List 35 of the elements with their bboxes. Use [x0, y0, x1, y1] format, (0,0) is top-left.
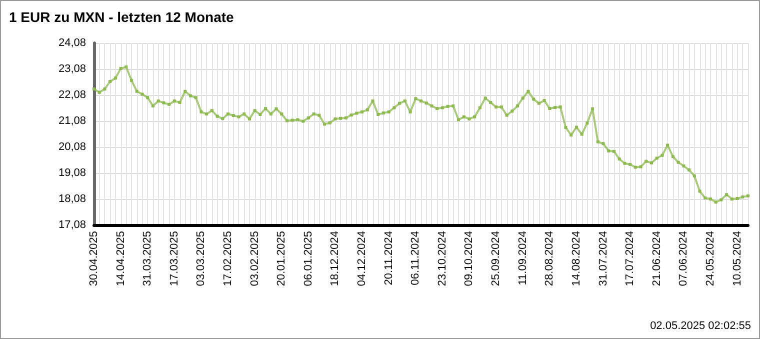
x-tick-label: 31.07.2024 [597, 231, 610, 286]
x-tick-label: 28.08.2024 [544, 231, 556, 286]
x-tick-label: 11.09.2024 [516, 231, 529, 286]
x-tick-label: 18.12.2024 [329, 231, 342, 286]
x-tick-label: 25.09.2024 [490, 231, 502, 286]
x-tick-label: 14.08.2024 [570, 231, 582, 286]
y-tick-label: 21,08 [58, 115, 86, 127]
x-tick-label: 20.01.2025 [276, 231, 288, 286]
y-tick-label: 22,08 [58, 89, 86, 101]
x-tick-label: 14.04.2025 [114, 231, 127, 286]
x-tick-label: 10.05.2024 [731, 231, 744, 286]
x-tick-label: 07.06.2024 [678, 231, 690, 286]
chart-title: 1 EUR zu MXN - letzten 12 Monate [9, 9, 234, 25]
y-tick-label: 19,08 [58, 167, 86, 179]
y-tick-label: 24,08 [58, 37, 86, 49]
x-tick-label: 21.06.2024 [650, 231, 663, 286]
x-tick-label: 31.03.2025 [142, 231, 154, 286]
x-tick-label: 17.02.2025 [222, 231, 234, 286]
x-tick-label: 03.02.2025 [248, 231, 261, 286]
y-tick-label: 18,08 [58, 193, 86, 205]
x-tick-label: 17.07.2024 [624, 231, 636, 286]
x-tick-label: 06.01.2025 [302, 231, 314, 286]
x-tick-label: 30.04.2025 [88, 231, 100, 286]
y-tick-label: 23,08 [58, 63, 86, 75]
x-tick-label: 03.03.2025 [195, 231, 208, 286]
x-tick-label: 09.10.2024 [463, 231, 476, 286]
x-tick-label: 23.10.2024 [436, 231, 448, 286]
x-tick-label: 17.03.2025 [168, 231, 180, 286]
x-tick-label: 04.12.2024 [356, 231, 368, 286]
x-tick-label: 20.11.2024 [382, 231, 395, 286]
x-tick-label: 24.05.2024 [704, 231, 716, 286]
text: 02.05.2025 02:02:55 [650, 320, 751, 332]
x-tick-label: 06.11.2024 [410, 231, 422, 286]
y-tick-label: 20,08 [58, 141, 86, 153]
y-tick-label: 17,08 [58, 219, 86, 231]
